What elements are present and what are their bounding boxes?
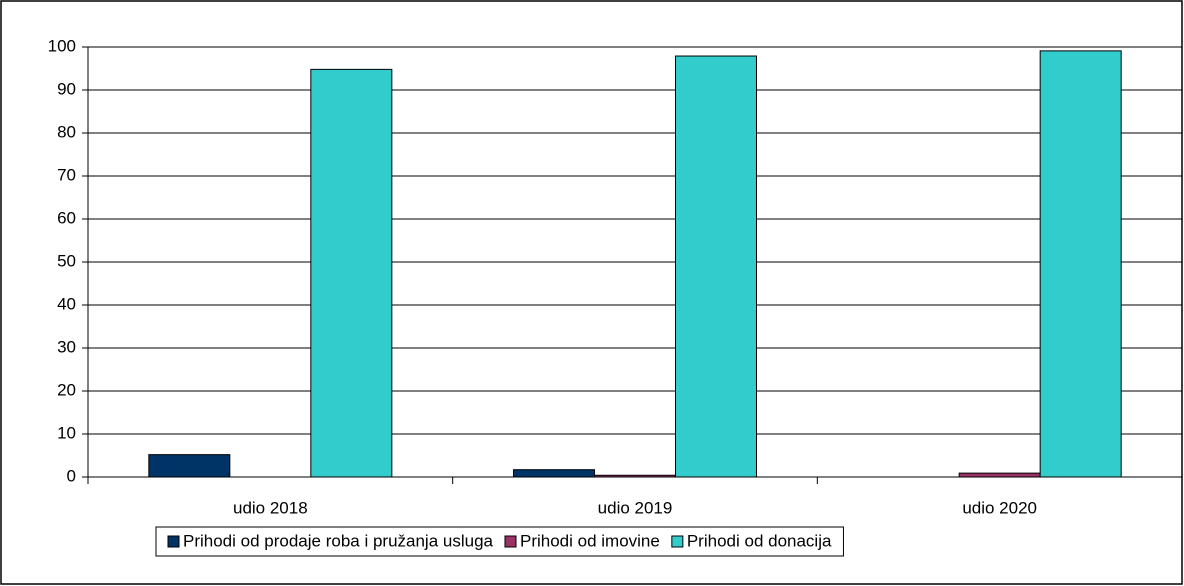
bar (958, 472, 1041, 478)
bar (594, 474, 676, 478)
legend: Prihodi od prodaje roba i pružanja uslug… (155, 526, 844, 557)
y-tick-label: 100 (48, 36, 76, 55)
y-tick-label: 0 (67, 466, 76, 485)
y-tick-label: 60 (57, 208, 76, 227)
y-tick-label: 10 (57, 423, 76, 442)
legend-box (155, 526, 844, 557)
legend-label: Prihodi od prodaje roba i pružanja uslug… (183, 531, 494, 550)
bar (1039, 50, 1122, 478)
x-tick-label: udio 2020 (962, 498, 1037, 517)
legend-label: Prihodi od imovine (520, 531, 660, 550)
legend-label: Prihodi od donacija (687, 531, 832, 550)
bar (148, 454, 231, 478)
y-tick-label: 40 (57, 294, 76, 313)
y-tick-label: 90 (57, 79, 76, 98)
x-tick-label: udio 2019 (598, 498, 673, 517)
x-tick-label: udio 2018 (233, 498, 308, 517)
bar (675, 55, 757, 478)
legend-swatch (504, 535, 517, 548)
bar (513, 469, 595, 478)
y-tick-label: 80 (57, 122, 76, 141)
legend-swatch (167, 535, 180, 548)
y-tick-label: 30 (57, 337, 76, 356)
legend-swatch (671, 535, 684, 548)
y-tick-label: 20 (57, 380, 76, 399)
y-tick-label: 50 (57, 251, 76, 270)
bar (310, 68, 393, 478)
y-tick-label: 70 (57, 165, 76, 184)
